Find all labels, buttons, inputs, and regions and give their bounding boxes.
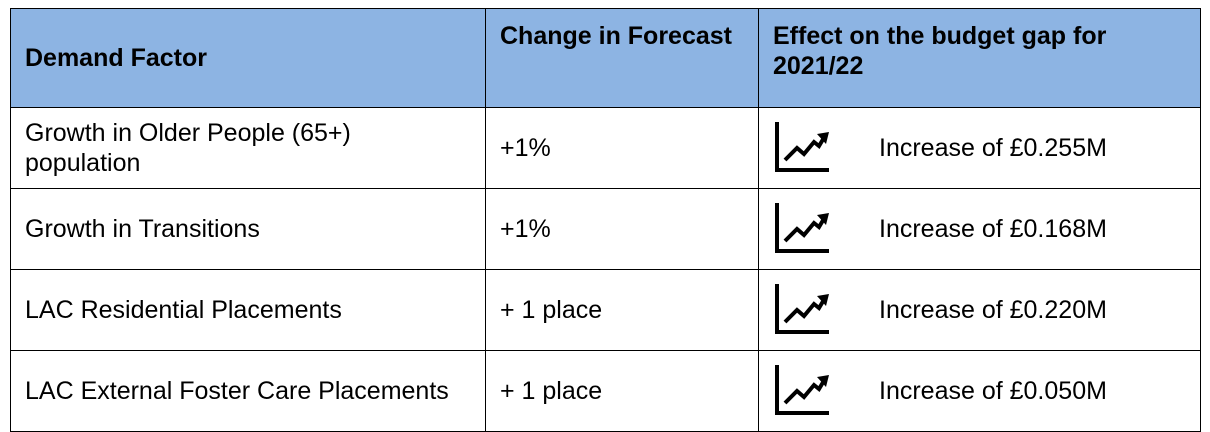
table-cell: + 1 place xyxy=(485,350,759,432)
trend-icon xyxy=(775,122,829,172)
table-cell: Increase of £0.168M xyxy=(758,188,1201,270)
page: Demand Factor Change in Forecast Effect … xyxy=(10,8,1201,432)
header-cell: Change in Forecast xyxy=(485,8,759,108)
trend-icon xyxy=(775,284,829,334)
table-cell: +1% xyxy=(485,188,759,270)
effect-text: Increase of £0.050M xyxy=(879,377,1107,405)
header-row: Demand Factor Change in Forecast Effect … xyxy=(10,8,1201,108)
table-cell: Increase of £0.255M xyxy=(758,107,1201,189)
effect-text: Increase of £0.168M xyxy=(879,215,1107,243)
header-cell: Effect on the budget gap for 2021/22 xyxy=(758,8,1201,108)
table-cell: LAC Residential Placements xyxy=(10,269,486,351)
effect: Increase of £0.050M xyxy=(773,365,1186,417)
effect: Increase of £0.255M xyxy=(773,122,1186,174)
header-cell: Demand Factor xyxy=(10,8,486,108)
table-cell: Increase of £0.050M xyxy=(758,350,1201,432)
demand-table: Demand Factor Change in Forecast Effect … xyxy=(10,8,1201,432)
table-cell: Growth in Older People (65+) population xyxy=(10,107,486,189)
table-row: LAC External Foster Care Placements + 1 p… xyxy=(10,350,1201,432)
effect: Increase of £0.168M xyxy=(773,203,1186,255)
table-cell: + 1 place xyxy=(485,269,759,351)
trend-icon xyxy=(775,365,829,415)
table-cell: LAC External Foster Care Placements xyxy=(10,350,486,432)
effect-text: Increase of £0.220M xyxy=(879,296,1107,324)
effect: Increase of £0.220M xyxy=(773,284,1186,336)
table-cell: Growth in Transitions xyxy=(10,188,486,270)
effect-text: Increase of £0.255M xyxy=(879,134,1107,162)
table-row: Growth in Transitions +1% Increase of £0.1… xyxy=(10,188,1201,270)
trend-icon xyxy=(775,203,829,253)
table-cell: +1% xyxy=(485,107,759,189)
table-cell: Increase of £0.220M xyxy=(758,269,1201,351)
table-row: Growth in Older People (65+) population +… xyxy=(10,107,1201,189)
table-row: LAC Residential Placements + 1 place Incre… xyxy=(10,269,1201,351)
